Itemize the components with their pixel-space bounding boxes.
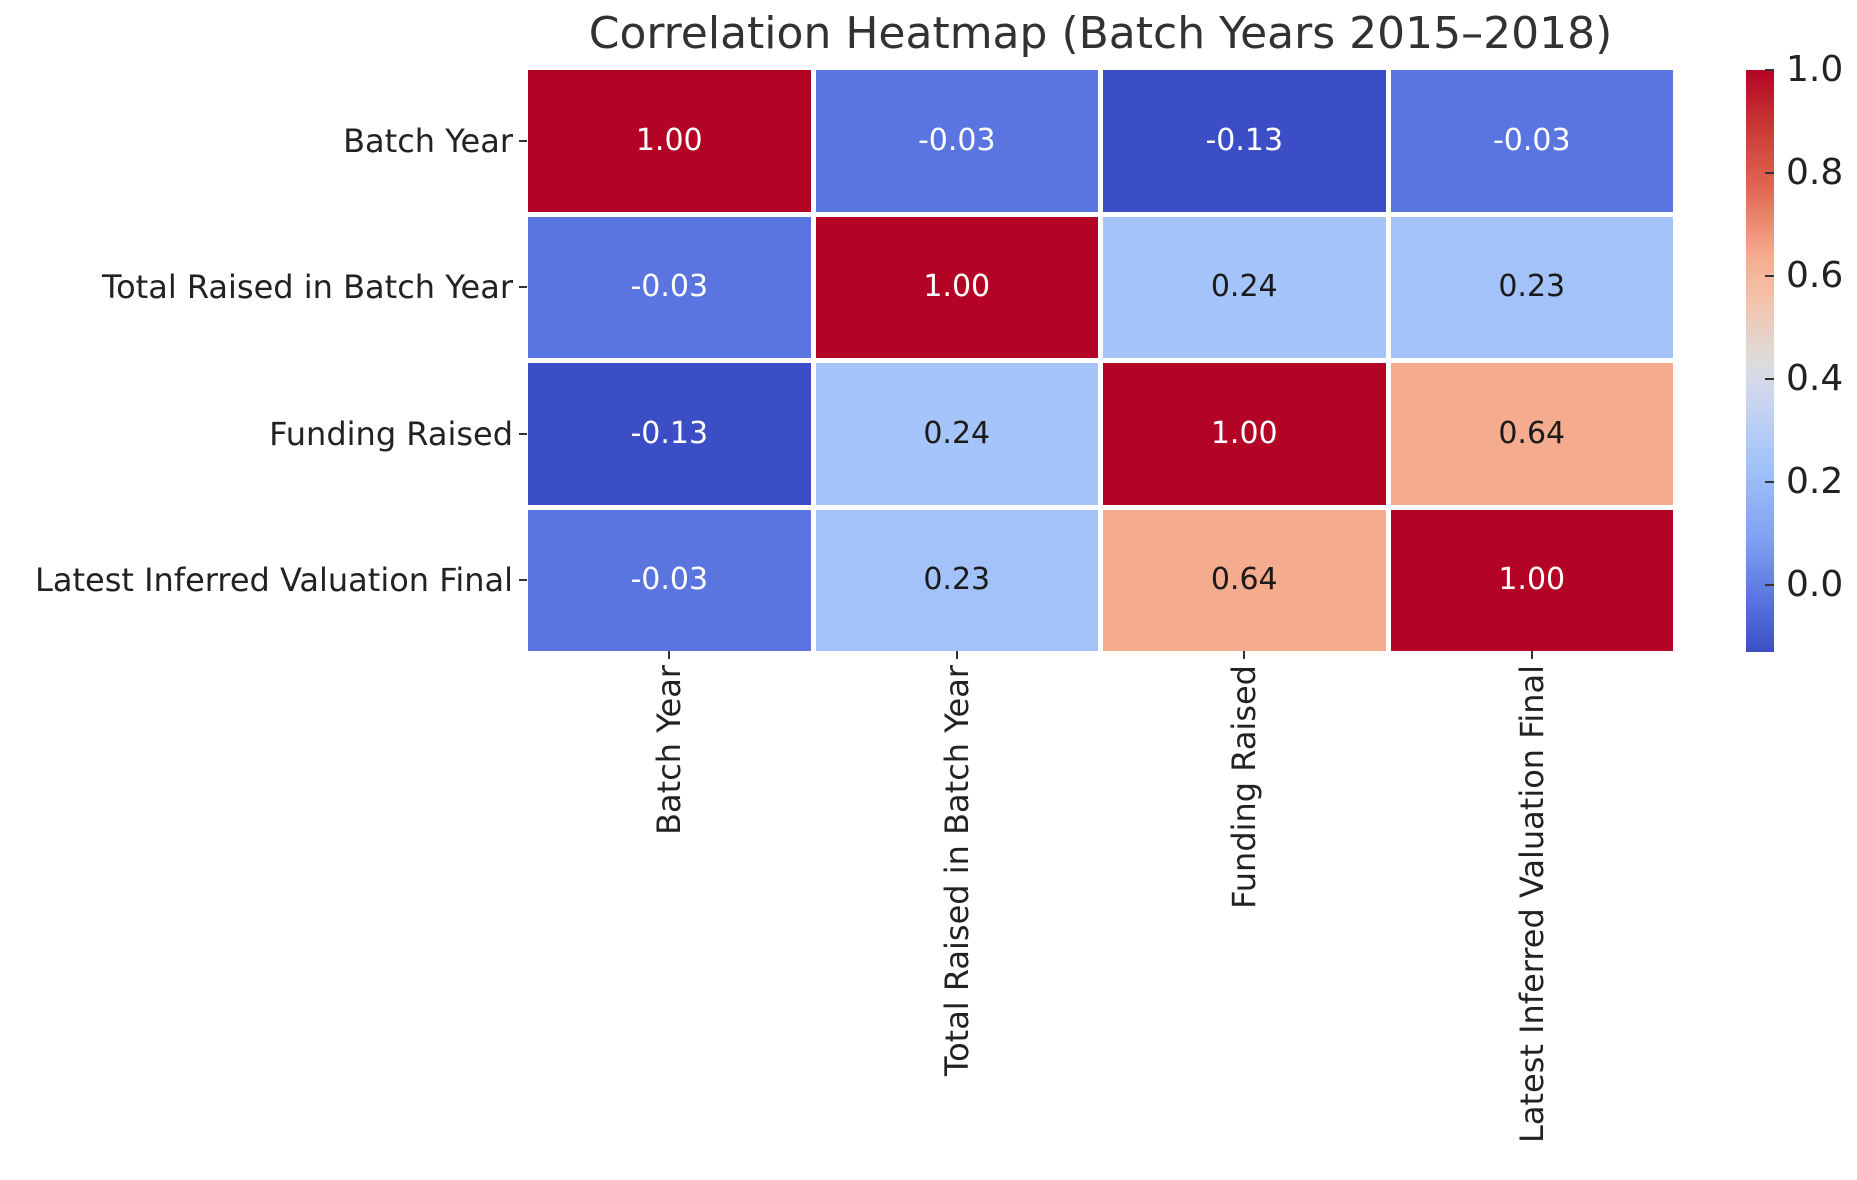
heatmap-cell: -0.03 xyxy=(528,509,811,651)
x-tick xyxy=(668,651,671,659)
heatmap-cell-value: -0.03 xyxy=(630,269,709,305)
y-axis-label: Latest Inferred Valuation Final xyxy=(35,561,513,600)
colorbar-tick-label: 0.2 xyxy=(1786,461,1844,503)
x-axis-label: Total Raised in Batch Year xyxy=(937,665,976,1077)
heatmap-cell-value: -0.13 xyxy=(1205,122,1284,158)
x-axis-label: Funding Raised xyxy=(1225,665,1264,909)
x-tick xyxy=(1243,651,1246,659)
y-axis-label: Total Raised in Batch Year xyxy=(101,268,513,307)
heatmap-cell: 1.00 xyxy=(1103,363,1386,505)
heatmap-cell: 0.23 xyxy=(815,509,1098,651)
colorbar-tick-label: 0.0 xyxy=(1786,564,1844,606)
heatmap-cell-value: -0.03 xyxy=(917,122,996,158)
heatmap-cell: -0.13 xyxy=(528,363,811,505)
colorbar-tick xyxy=(1765,275,1774,278)
y-tick xyxy=(519,579,527,582)
heatmap-cell: 0.24 xyxy=(815,363,1098,505)
heatmap-cell-value: 0.64 xyxy=(1498,415,1566,451)
colorbar-tick xyxy=(1765,481,1774,484)
y-tick xyxy=(519,286,527,289)
heatmap-cell-value: 1.00 xyxy=(1498,562,1566,598)
x-tick xyxy=(955,651,958,659)
y-axis-label: Batch Year xyxy=(343,121,513,160)
chart-title: Correlation Heatmap (Batch Years 2015–20… xyxy=(588,8,1613,59)
heatmap-cell-value: -0.03 xyxy=(630,562,709,598)
y-axis-label: Funding Raised xyxy=(269,414,513,453)
heatmap-cell: 1.00 xyxy=(1390,509,1673,651)
heatmap-cell-value: 1.00 xyxy=(635,122,703,158)
colorbar-tick-label: 0.6 xyxy=(1786,255,1844,297)
heatmap-cell-value: 1.00 xyxy=(1210,415,1278,451)
colorbar-tick-label: 0.8 xyxy=(1786,152,1844,193)
heatmap-cell: 1.00 xyxy=(528,70,811,212)
heatmap-cell-value: -0.13 xyxy=(630,415,709,451)
heatmap-cell: 0.24 xyxy=(1103,216,1386,358)
heatmap-cell: 0.23 xyxy=(1390,216,1673,358)
colorbar-gradient xyxy=(1746,70,1774,652)
heatmap-cell: -0.03 xyxy=(528,216,811,358)
heatmap-cell-value: 0.24 xyxy=(1210,269,1278,305)
colorbar-tick xyxy=(1765,69,1774,71)
heatmap-cell: -0.13 xyxy=(1103,70,1386,212)
heatmap-cell-value: 1.00 xyxy=(923,269,991,305)
heatmap-cell-value: 0.64 xyxy=(1210,562,1278,598)
heatmap-cell: -0.03 xyxy=(815,70,1098,212)
heatmap-cell-value: -0.03 xyxy=(1492,122,1571,158)
colorbar-tick xyxy=(1765,172,1774,174)
heatmap-cell: 0.64 xyxy=(1390,363,1673,505)
heatmap-cell-value: 0.23 xyxy=(923,562,991,598)
heatmap-cell: -0.03 xyxy=(1390,70,1673,212)
colorbar-tick-label: 0.4 xyxy=(1786,358,1844,400)
y-tick xyxy=(519,432,527,435)
colorbar-tick-label: 1.0 xyxy=(1786,49,1844,90)
colorbar-tick xyxy=(1765,378,1774,381)
x-axis-label: Batch Year xyxy=(650,665,689,835)
x-axis-label: Latest Inferred Valuation Final xyxy=(1512,665,1551,1143)
colorbar-tick xyxy=(1765,584,1774,587)
heatmap-cell: 1.00 xyxy=(815,216,1098,358)
y-tick xyxy=(519,139,527,142)
heatmap-cell: 0.64 xyxy=(1103,509,1386,651)
x-tick xyxy=(1530,651,1533,659)
heatmap-cell-value: 0.23 xyxy=(1498,269,1566,305)
heatmap-cell-value: 0.24 xyxy=(923,415,991,451)
